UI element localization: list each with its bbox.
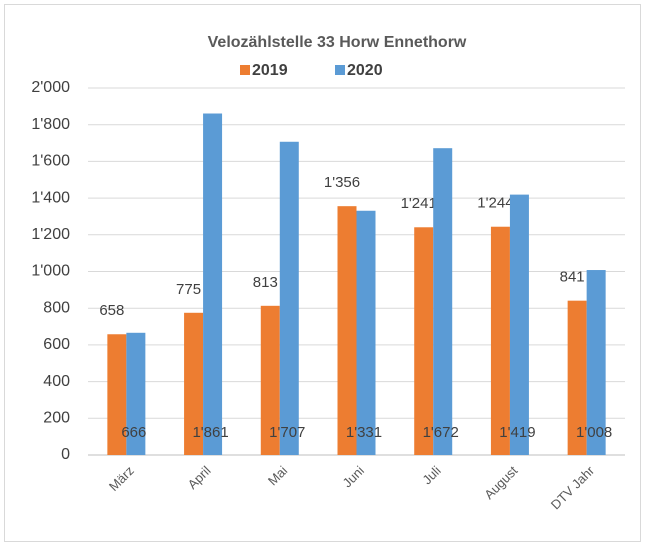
data-label: 1'356: [324, 174, 360, 191]
bar: [337, 206, 357, 455]
legend-label: 2020: [347, 62, 383, 79]
legend-swatch: [335, 65, 345, 75]
bar: [356, 210, 376, 455]
bar: [126, 332, 146, 455]
bar: [184, 312, 204, 455]
chart-border: [4, 4, 641, 542]
bar: [107, 334, 127, 455]
bar: [567, 300, 587, 455]
bar: [490, 226, 510, 455]
y-tick-label: 200: [43, 410, 70, 427]
data-label: 1'241: [401, 195, 437, 212]
data-label: 1'707: [269, 424, 305, 441]
y-tick-label: 1'200: [31, 226, 70, 243]
y-tick-label: 1'800: [31, 116, 70, 133]
y-tick-label: 0: [61, 446, 70, 463]
bar: [433, 148, 453, 456]
data-label: 813: [253, 274, 278, 291]
bar: [203, 113, 223, 455]
data-label: 1'331: [346, 424, 382, 441]
legend-label: 2019: [252, 62, 288, 79]
y-tick-label: 2'000: [31, 79, 70, 96]
data-label: 666: [121, 424, 146, 441]
chart-title: Velozählstelle 33 Horw Ennethorw: [208, 34, 467, 51]
bar: [414, 227, 434, 455]
data-label: 658: [99, 302, 124, 319]
legend-swatch: [240, 65, 250, 75]
y-tick-label: 1'400: [31, 189, 70, 206]
y-tick-label: 1'600: [31, 153, 70, 170]
data-label: 1'861: [192, 424, 228, 441]
y-tick-label: 400: [43, 373, 70, 390]
data-label: 1'419: [499, 424, 535, 441]
bar: [279, 141, 299, 455]
y-tick-label: 1'000: [31, 263, 70, 280]
y-tick-label: 600: [43, 336, 70, 353]
y-tick-label: 800: [43, 299, 70, 316]
data-label: 1'008: [576, 424, 612, 441]
data-label: 775: [176, 281, 201, 298]
data-label: 1'244: [477, 195, 513, 212]
data-label: 1'672: [423, 424, 459, 441]
data-label: 841: [560, 269, 585, 286]
bar: [509, 194, 529, 455]
bar: [260, 305, 280, 455]
bar: [586, 270, 606, 455]
